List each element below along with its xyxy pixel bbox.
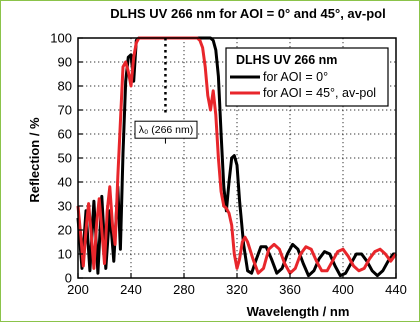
chart-title: DLHS UV 266 nm for AOI = 0° and 45°, av-… [110, 6, 385, 21]
legend-entry: for AOI = 0° [263, 70, 328, 84]
lambda-label-box [134, 120, 198, 139]
annotation-layer: λ₀ (266 nm) [134, 38, 198, 144]
y-tick-label: 0 [65, 271, 72, 286]
axis-ticks: 200 240 280 320 360 400 440 0 10 20 30 40 50 60 70 80 90… [50, 31, 407, 298]
y-tick-label: 10 [58, 247, 72, 262]
y-tick-label: 60 [58, 127, 72, 142]
x-tick-label: 240 [120, 282, 142, 297]
x-tick-label: 440 [385, 282, 407, 297]
x-tick-label: 360 [279, 282, 301, 297]
legend: DLHS UV 266 nm for AOI = 0° for AOI = 45°,… [225, 47, 389, 107]
y-tick-label: 90 [58, 55, 72, 70]
y-tick-label: 40 [58, 175, 72, 190]
x-axis-label: Wavelength / nm [247, 304, 350, 319]
lambda-label: λ₀ (266 nm) [139, 124, 194, 136]
y-tick-label: 20 [58, 223, 72, 238]
series-layer [76, 36, 398, 278]
y-axis-label: Reflection / % [27, 117, 42, 203]
y-tick-label: 50 [58, 151, 72, 166]
y-tick-label: 100 [50, 31, 72, 46]
y-tick-label: 30 [58, 199, 72, 214]
legend-entry: for AOI = 45°, av-pol [263, 86, 376, 100]
x-tick-label: 200 [67, 282, 89, 297]
y-tick-label: 80 [58, 79, 72, 94]
x-tick-label: 400 [332, 282, 354, 297]
x-tick-label: 280 [173, 282, 195, 297]
x-tick-label: 320 [226, 282, 248, 297]
legend-title: DLHS UV 266 nm [236, 53, 337, 67]
series-line-aoi-45 [76, 36, 398, 275]
y-tick-label: 70 [58, 103, 72, 118]
